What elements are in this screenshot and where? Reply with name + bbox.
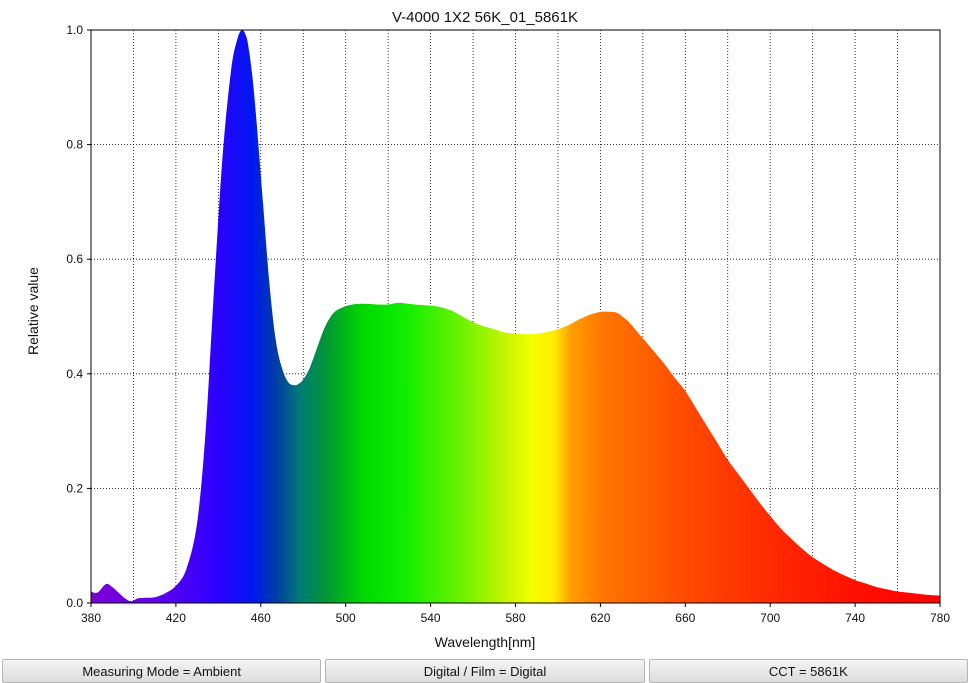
- x-axis-label: Wavelength[nm]: [435, 634, 536, 650]
- y-tick-label: 1.0: [66, 23, 83, 37]
- x-tick-label: 460: [251, 611, 271, 625]
- y-axis-label: Relative value: [25, 267, 41, 355]
- y-tick-label: 0.0: [66, 596, 83, 610]
- x-tick-label: 540: [421, 611, 441, 625]
- x-tick-label: 660: [675, 611, 695, 625]
- x-tick-label: 700: [760, 611, 780, 625]
- status-bar: Measuring Mode = Ambient Digital / Film …: [0, 659, 970, 683]
- x-tick-label: 580: [505, 611, 525, 625]
- x-tick-label: 740: [845, 611, 865, 625]
- spectrum-chart: V-4000 1X2 56K_01_5861K 380 420 460 500 540 5…: [25, 9, 950, 650]
- x-tick-label: 420: [166, 611, 186, 625]
- chart-title: V-4000 1X2 56K_01_5861K: [392, 9, 578, 26]
- digital-film-status: Digital / Film = Digital: [325, 659, 645, 683]
- y-tick-label: 0.4: [66, 367, 83, 381]
- measuring-mode-status: Measuring Mode = Ambient: [2, 659, 322, 683]
- x-tick-label: 500: [336, 611, 356, 625]
- cct-status: CCT = 5861K: [648, 659, 968, 683]
- y-tick-label: 0.6: [66, 252, 83, 266]
- y-tick-label: 0.2: [66, 481, 83, 495]
- y-axis-ticks: 0.0 0.2 0.4 0.6 0.8 1.0: [66, 23, 91, 610]
- y-tick-label: 0.8: [66, 138, 83, 152]
- x-axis-ticks: 380 420 460 500 540 580 620 660 700 740 780: [81, 603, 950, 625]
- spectrum-area: [91, 30, 940, 603]
- x-tick-label: 620: [590, 611, 610, 625]
- x-tick-label: 380: [81, 611, 101, 625]
- x-tick-label: 780: [930, 611, 950, 625]
